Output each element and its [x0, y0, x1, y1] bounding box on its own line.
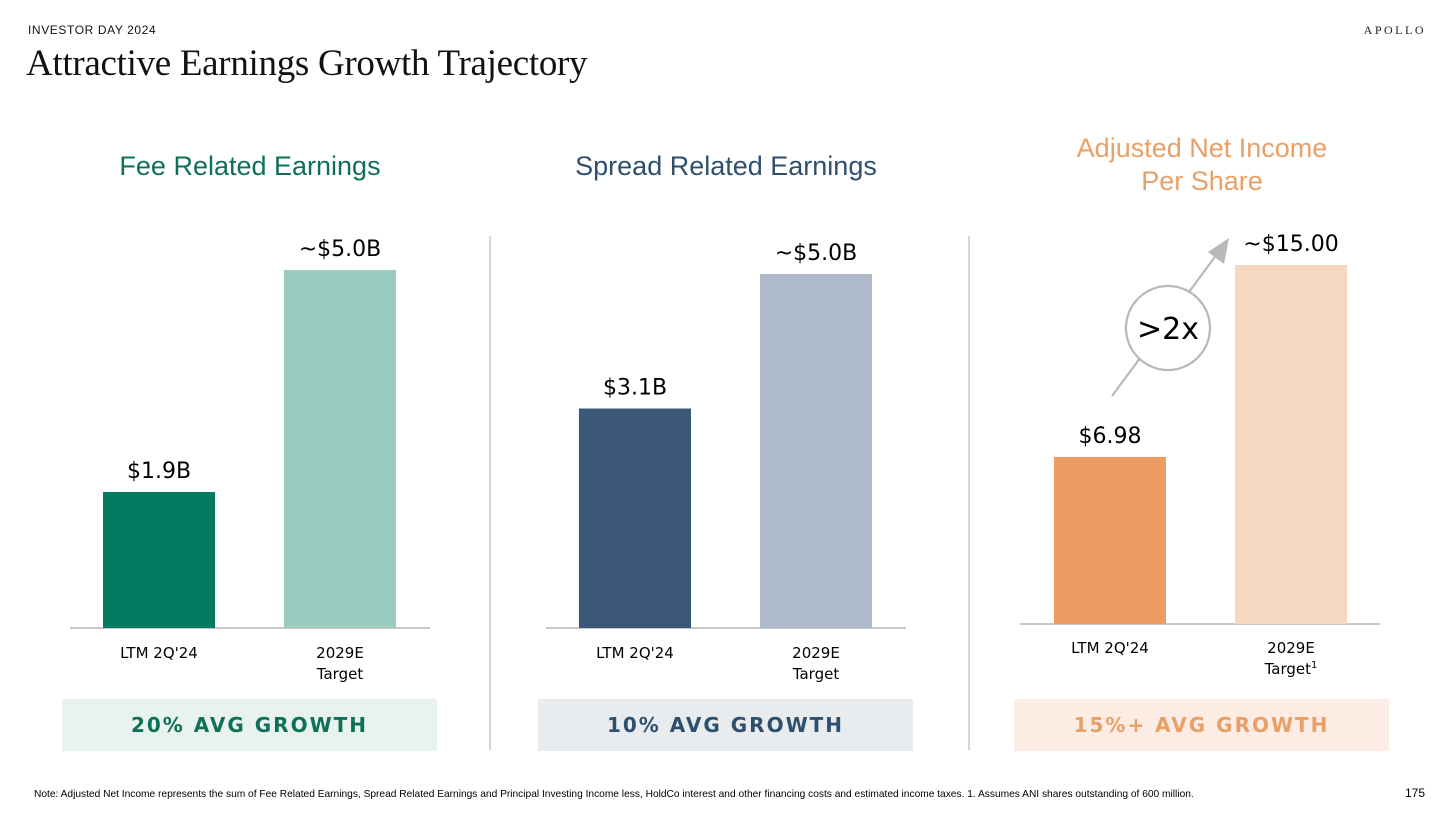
spread-related-earnings-panel: Spread Related Earnings $3.1B LTM 2Q'24 ~$… — [486, 120, 966, 760]
page-title: Attractive Earnings Growth Trajectory — [26, 43, 588, 84]
sre-category-label: 2029E — [792, 644, 840, 662]
sre-category-label: LTM 2Q'24 — [596, 644, 674, 662]
fre-bar-ltm — [103, 491, 215, 628]
sre-chart-title: Spread Related Earnings — [575, 151, 877, 181]
sre-data-label-target: ~$5.0B — [775, 241, 858, 266]
growth-arrow-head — [1208, 238, 1229, 264]
fre-category-label: 2029E — [316, 644, 364, 662]
ani-category-label: Target1 — [1264, 660, 1318, 678]
fee-related-earnings-panel: Fee Related Earnings $1.9B LTM 2Q'24 ~$5.0… — [10, 120, 490, 760]
fre-data-label-target: ~$5.0B — [299, 237, 382, 262]
eyebrow-label: INVESTOR DAY 2024 — [28, 23, 157, 37]
adjusted-net-income-panel: Adjusted Net Income Per Share $6.98 LTM 2… — [962, 120, 1442, 760]
panel-divider — [968, 236, 970, 750]
fre-bar-target — [284, 270, 396, 628]
ani-data-label-ltm: $6.98 — [1079, 424, 1142, 449]
ani-chart-title: Adjusted Net Income Per Share — [962, 132, 1442, 198]
fre-chart-title: Fee Related Earnings — [119, 151, 381, 181]
sre-bar-ltm — [579, 408, 691, 628]
ani-title-line-1: Adjusted Net Income — [1076, 133, 1328, 163]
ani-growth-badge: 15%+ AVG GROWTH — [1014, 699, 1389, 751]
fre-category-label: Target — [316, 665, 364, 683]
ani-bar-ltm — [1054, 456, 1166, 624]
page-number: 175 — [1404, 786, 1425, 800]
fre-growth-badge: 20% AVG GROWTH — [62, 699, 437, 751]
sre-data-label-ltm: $3.1B — [603, 376, 667, 401]
multiple-badge-label: >2x — [1137, 312, 1199, 347]
panel-divider — [489, 236, 491, 750]
footnote: Note: Adjusted Net Income represents the… — [34, 789, 1194, 800]
fre-category-label: LTM 2Q'24 — [120, 644, 198, 662]
ani-bar-target — [1235, 265, 1347, 624]
ani-category-label: 2029E — [1267, 639, 1315, 657]
fre-data-label-ltm: $1.9B — [127, 459, 191, 484]
sre-chart: $3.1B LTM 2Q'24 ~$5.0B 2029E Target — [546, 241, 906, 683]
sre-category-label: Target — [792, 665, 840, 683]
ani-category-label: LTM 2Q'24 — [1071, 639, 1149, 657]
ani-chart: $6.98 LTM 2Q'24 ~$15.00 2029E Target1 >2x — [1020, 232, 1380, 678]
ani-data-label-target: ~$15.00 — [1243, 232, 1338, 257]
brand-logo: APOLLO — [1363, 23, 1426, 37]
sre-growth-badge: 10% AVG GROWTH — [538, 699, 913, 751]
ani-title-line-2: Per Share — [1141, 166, 1263, 196]
fre-chart: $1.9B LTM 2Q'24 ~$5.0B 2029E Target — [70, 237, 430, 683]
ani-footnote-marker: 1 — [1311, 660, 1317, 671]
multiple-badge — [1124, 284, 1212, 372]
sre-bar-target — [760, 274, 872, 628]
